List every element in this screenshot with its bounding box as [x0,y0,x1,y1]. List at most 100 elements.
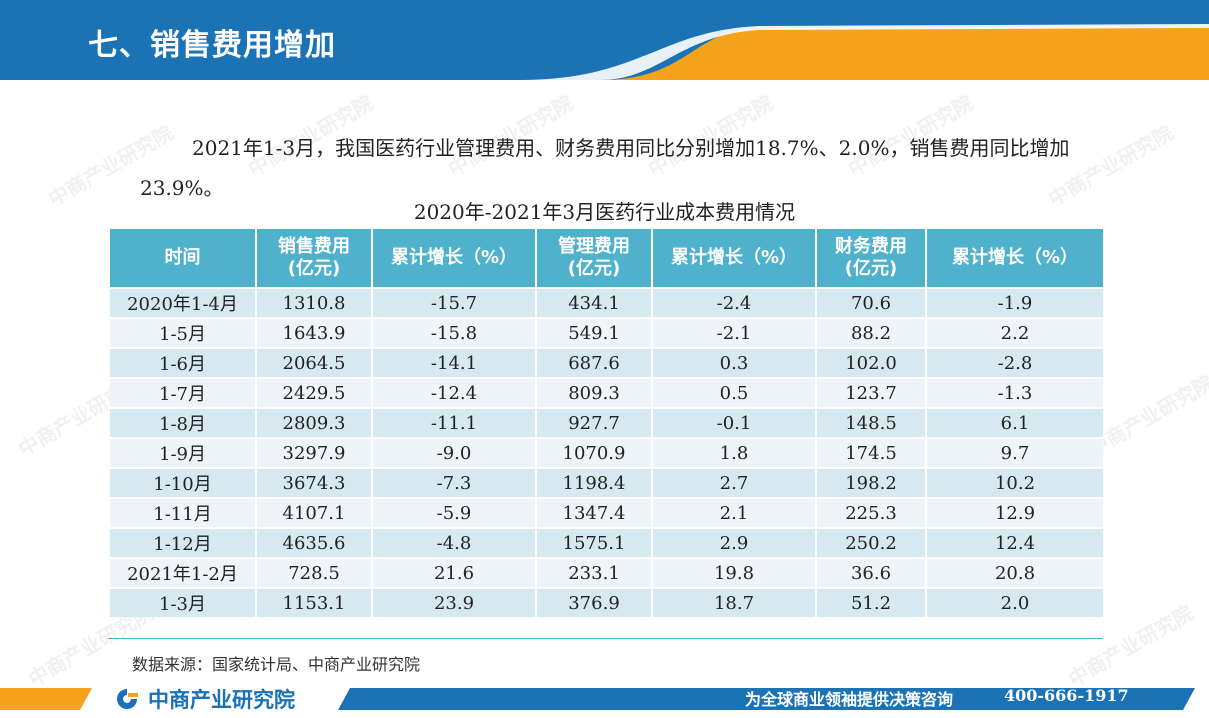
table-cell: 3674.3 [256,467,373,498]
table-cell: 728.5 [256,557,373,588]
table-cell: 687.6 [536,347,653,378]
company-logo: 中商产业研究院 [112,684,295,714]
table-cell: 123.7 [816,377,927,408]
table-cell: 36.6 [816,557,927,588]
table-cell: -12.4 [372,377,537,408]
table-cell: 1-6月 [110,347,257,378]
table-row: 2020年1-4月 1310.8 -15.7 434.1 -2.4 70.6 -1.9 [110,287,1103,318]
column-header: 累计增长（%） [926,229,1103,288]
column-header: 管理费用 (亿元) [536,229,653,288]
table-cell: 1-9月 [110,437,257,468]
table-cell: 20.8 [926,557,1103,588]
table-cell: 1070.9 [536,437,653,468]
table-cell: -11.1 [372,407,537,438]
footer-background [0,688,1195,710]
table-row: 1-6月 2064.5 -14.1 687.6 0.3 102.0 -2.8 [110,347,1103,378]
table-row: 1-9月 3297.9 -9.0 1070.9 1.8 174.5 9.7 [110,437,1103,468]
table-cell: -15.7 [372,287,537,318]
table-cell: 88.2 [816,317,927,348]
table-cell: 2.2 [926,317,1103,348]
table-row: 2021年1-2月 728.5 21.6 233.1 19.8 36.6 20.8 [110,557,1103,588]
footer-bar [0,680,1209,718]
column-header: 销售费用 (亿元) [256,229,373,288]
table-cell: 2.7 [652,467,817,498]
table-cell: -1.3 [926,377,1103,408]
table-cell: 1153.1 [256,587,373,617]
table-cell: 4635.6 [256,527,373,558]
table-cell: 2021年1-2月 [110,557,257,588]
table-cell: 1-8月 [110,407,257,438]
table-cell: 1198.4 [536,467,653,498]
table-cell: 1643.9 [256,317,373,348]
table-cell: 1-3月 [110,587,257,617]
column-header: 时间 [110,229,257,288]
table-cell: 70.6 [816,287,927,318]
table-cell: 6.1 [926,407,1103,438]
table-cell: 0.3 [652,347,817,378]
table-header-row: 时间 销售费用 (亿元) 累计增长（%） 管理费用 (亿元) 累计增长（%） 财务费用 (亿元)… [110,229,1103,288]
table-cell: 2809.3 [256,407,373,438]
table-cell: -4.8 [372,527,537,558]
header-bar: 七、销售费用增加 [0,0,1209,80]
footer-slogan: 为全球商业领袖提供决策咨询 [745,690,954,709]
table-row: 1-3月 1153.1 23.9 376.9 18.7 51.2 2.0 [110,587,1103,617]
table-cell: -2.4 [652,287,817,318]
table-cell: 0.5 [652,377,817,408]
table-cell: 2429.5 [256,377,373,408]
table-cell: 2.9 [652,527,817,558]
table-cell: 148.5 [816,407,927,438]
table-cell: 927.7 [536,407,653,438]
table-title: 2020年-2021年3月医药行业成本费用情况 [413,200,796,224]
table-cell: 809.3 [536,377,653,408]
column-header: 累计增长（%） [652,229,817,288]
logo-icon [117,689,138,709]
table-cell: 21.6 [372,557,537,588]
table-cell: 1-7月 [110,377,257,408]
cost-table: 时间 销售费用 (亿元) 累计增长（%） 管理费用 (亿元) 累计增长（%） 财务费用 (亿元)… [110,229,1103,617]
table-cell: -5.9 [372,497,537,528]
table-cell: 51.2 [816,587,927,617]
table-cell: 1-5月 [110,317,257,348]
table-cell: 1.8 [652,437,817,468]
table-cell: 1575.1 [536,527,653,558]
table-cell: 1-10月 [110,467,257,498]
page-title: 七、销售费用增加 [88,28,336,63]
table-cell: 18.7 [652,587,817,617]
logo-text: 中商产业研究院 [148,688,295,712]
table-cell: -14.1 [372,347,537,378]
table-row: 1-5月 1643.9 -15.8 549.1 -2.1 88.2 2.2 [110,317,1103,348]
table-cell: 23.9 [372,587,537,617]
table-cell: 434.1 [536,287,653,318]
table-cell: 9.7 [926,437,1103,468]
header-background [0,0,1209,80]
table-cell: 225.3 [816,497,927,528]
table-row: 1-12月 4635.6 -4.8 1575.1 2.9 250.2 12.4 [110,527,1103,558]
table-cell: 2.1 [652,497,817,528]
table-cell: 376.9 [536,587,653,617]
table-cell: 1-12月 [110,527,257,558]
table-cell: -2.8 [926,347,1103,378]
table-cell: 174.5 [816,437,927,468]
table-cell: 10.2 [926,467,1103,498]
table-cell: 12.4 [926,527,1103,558]
table-cell: -1.9 [926,287,1103,318]
table-cell: 19.8 [652,557,817,588]
table-cell: 1310.8 [256,287,373,318]
table-cell: -15.8 [372,317,537,348]
table-cell: 2020年1-4月 [110,287,257,318]
table-row: 1-10月 3674.3 -7.3 1198.4 2.7 198.2 10.2 [110,467,1103,498]
table-cell: -7.3 [372,467,537,498]
table-row: 1-8月 2809.3 -11.1 927.7 -0.1 148.5 6.1 [110,407,1103,438]
table-cell: 1347.4 [536,497,653,528]
table-cell: 1-11月 [110,497,257,528]
data-source: 数据来源：国家统计局、中商产业研究院 [132,655,421,674]
divider [108,638,1103,639]
intro-paragraph: 2021年1-3月，我国医药行业管理费用、财务费用同比分别增加18.7%、2.0… [140,136,1070,200]
column-header: 财务费用 (亿元) [816,229,927,288]
table-cell: 4107.1 [256,497,373,528]
table-cell: 198.2 [816,467,927,498]
table-cell: 3297.9 [256,437,373,468]
table-cell: 2.0 [926,587,1103,617]
table-row: 1-7月 2429.5 -12.4 809.3 0.5 123.7 -1.3 [110,377,1103,408]
table-cell: 2064.5 [256,347,373,378]
